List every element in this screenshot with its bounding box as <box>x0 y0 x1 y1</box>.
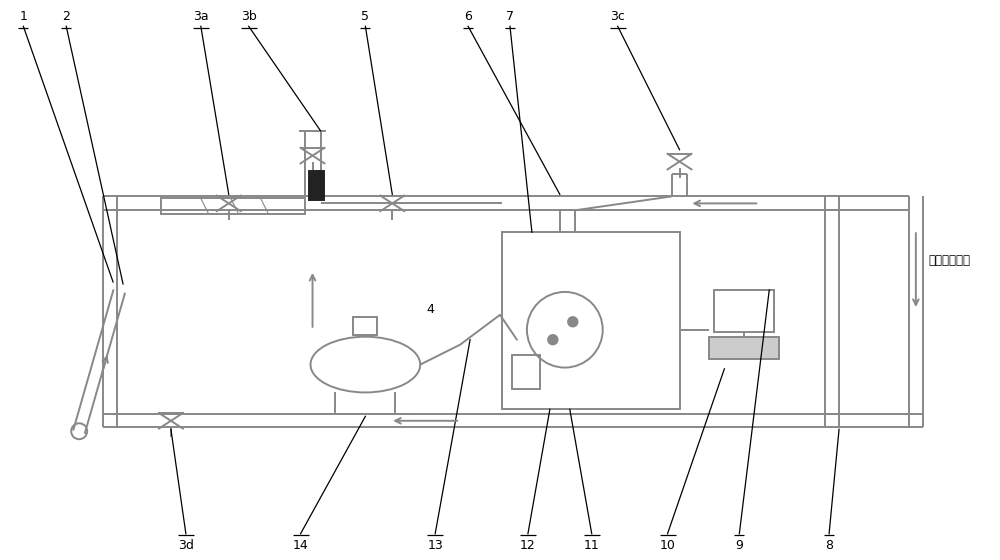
Text: 13: 13 <box>427 539 443 552</box>
Text: 3d: 3d <box>178 539 194 552</box>
Text: 10: 10 <box>660 539 675 552</box>
Bar <box>502 232 680 409</box>
Text: 9: 9 <box>735 539 743 552</box>
Text: 14: 14 <box>293 539 308 552</box>
Text: 7: 7 <box>506 10 514 24</box>
Text: 11: 11 <box>584 539 600 552</box>
Bar <box>309 171 324 200</box>
Circle shape <box>568 317 578 327</box>
Text: 5: 5 <box>361 10 369 24</box>
Text: 12: 12 <box>520 539 536 552</box>
Text: 1: 1 <box>19 10 27 24</box>
Bar <box>512 354 540 389</box>
Text: 2: 2 <box>62 10 70 24</box>
Text: 3b: 3b <box>241 10 257 24</box>
Text: 6: 6 <box>464 10 472 24</box>
Bar <box>709 337 779 359</box>
Text: 4: 4 <box>426 304 434 316</box>
Text: 3c: 3c <box>610 10 625 24</box>
Text: 8: 8 <box>825 539 833 552</box>
Text: 天然气进气口: 天然气进气口 <box>929 254 971 267</box>
Bar <box>161 198 305 214</box>
Text: 3a: 3a <box>193 10 209 24</box>
Bar <box>353 317 377 335</box>
Bar <box>714 290 774 332</box>
Circle shape <box>548 335 558 344</box>
